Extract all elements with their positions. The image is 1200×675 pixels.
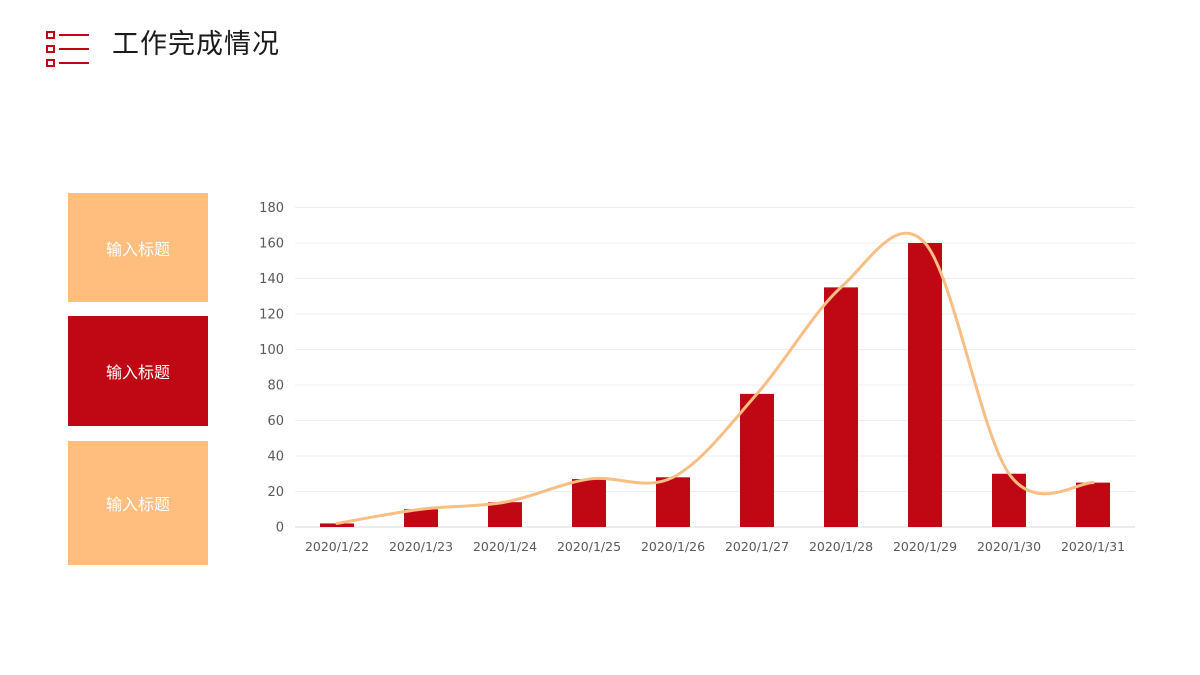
title-card-label: 输入标题 <box>105 495 170 514</box>
bar <box>824 287 858 527</box>
x-tick-label: 2020/1/28 <box>809 539 873 554</box>
bar <box>320 523 354 527</box>
y-tick-label: 180 <box>259 201 284 216</box>
y-tick-label: 100 <box>259 343 284 358</box>
x-tick-label: 2020/1/26 <box>641 539 705 554</box>
x-tick-label: 2020/1/29 <box>893 539 957 554</box>
y-tick-label: 140 <box>259 272 284 287</box>
y-tick-label: 60 <box>267 414 284 429</box>
bar <box>1076 482 1110 527</box>
bar <box>908 243 942 527</box>
x-tick-label: 2020/1/30 <box>977 539 1041 554</box>
title-card-label: 输入标题 <box>105 363 170 382</box>
page-title: 工作完成情况 <box>112 29 280 60</box>
y-tick-label: 120 <box>259 308 284 323</box>
title-card-3[interactable]: 输入标题 <box>68 441 208 565</box>
bar <box>992 473 1026 527</box>
trend-line <box>335 231 1095 525</box>
x-tick-label: 2020/1/31 <box>1061 539 1125 554</box>
title-card-label: 输入标题 <box>105 239 170 259</box>
work-completion-chart: 0 20 40 60 80 100 120 140 160 180 2020/1/22 2020/1/… <box>259 201 1135 554</box>
y-tick-label: 0 <box>276 521 284 536</box>
y-tick-label: 20 <box>267 485 284 500</box>
x-tick-label: 2020/1/27 <box>725 539 789 554</box>
x-tick-label: 2020/1/23 <box>389 539 453 554</box>
bar <box>572 479 606 527</box>
bar <box>488 502 522 527</box>
y-tick-label: 80 <box>267 379 284 394</box>
x-tick-label: 2020/1/22 <box>305 539 369 554</box>
list-icon <box>46 31 89 67</box>
title-card-1[interactable]: 输入标题 <box>68 193 208 302</box>
x-tick-label: 2020/1/25 <box>557 539 621 554</box>
title-card-2[interactable]: 输入标题 <box>68 316 208 426</box>
bar <box>656 477 690 527</box>
y-tick-label: 160 <box>259 237 284 252</box>
y-tick-label: 40 <box>267 450 284 465</box>
x-tick-label: 2020/1/24 <box>473 539 537 554</box>
bar <box>404 509 438 527</box>
bar <box>740 393 774 527</box>
